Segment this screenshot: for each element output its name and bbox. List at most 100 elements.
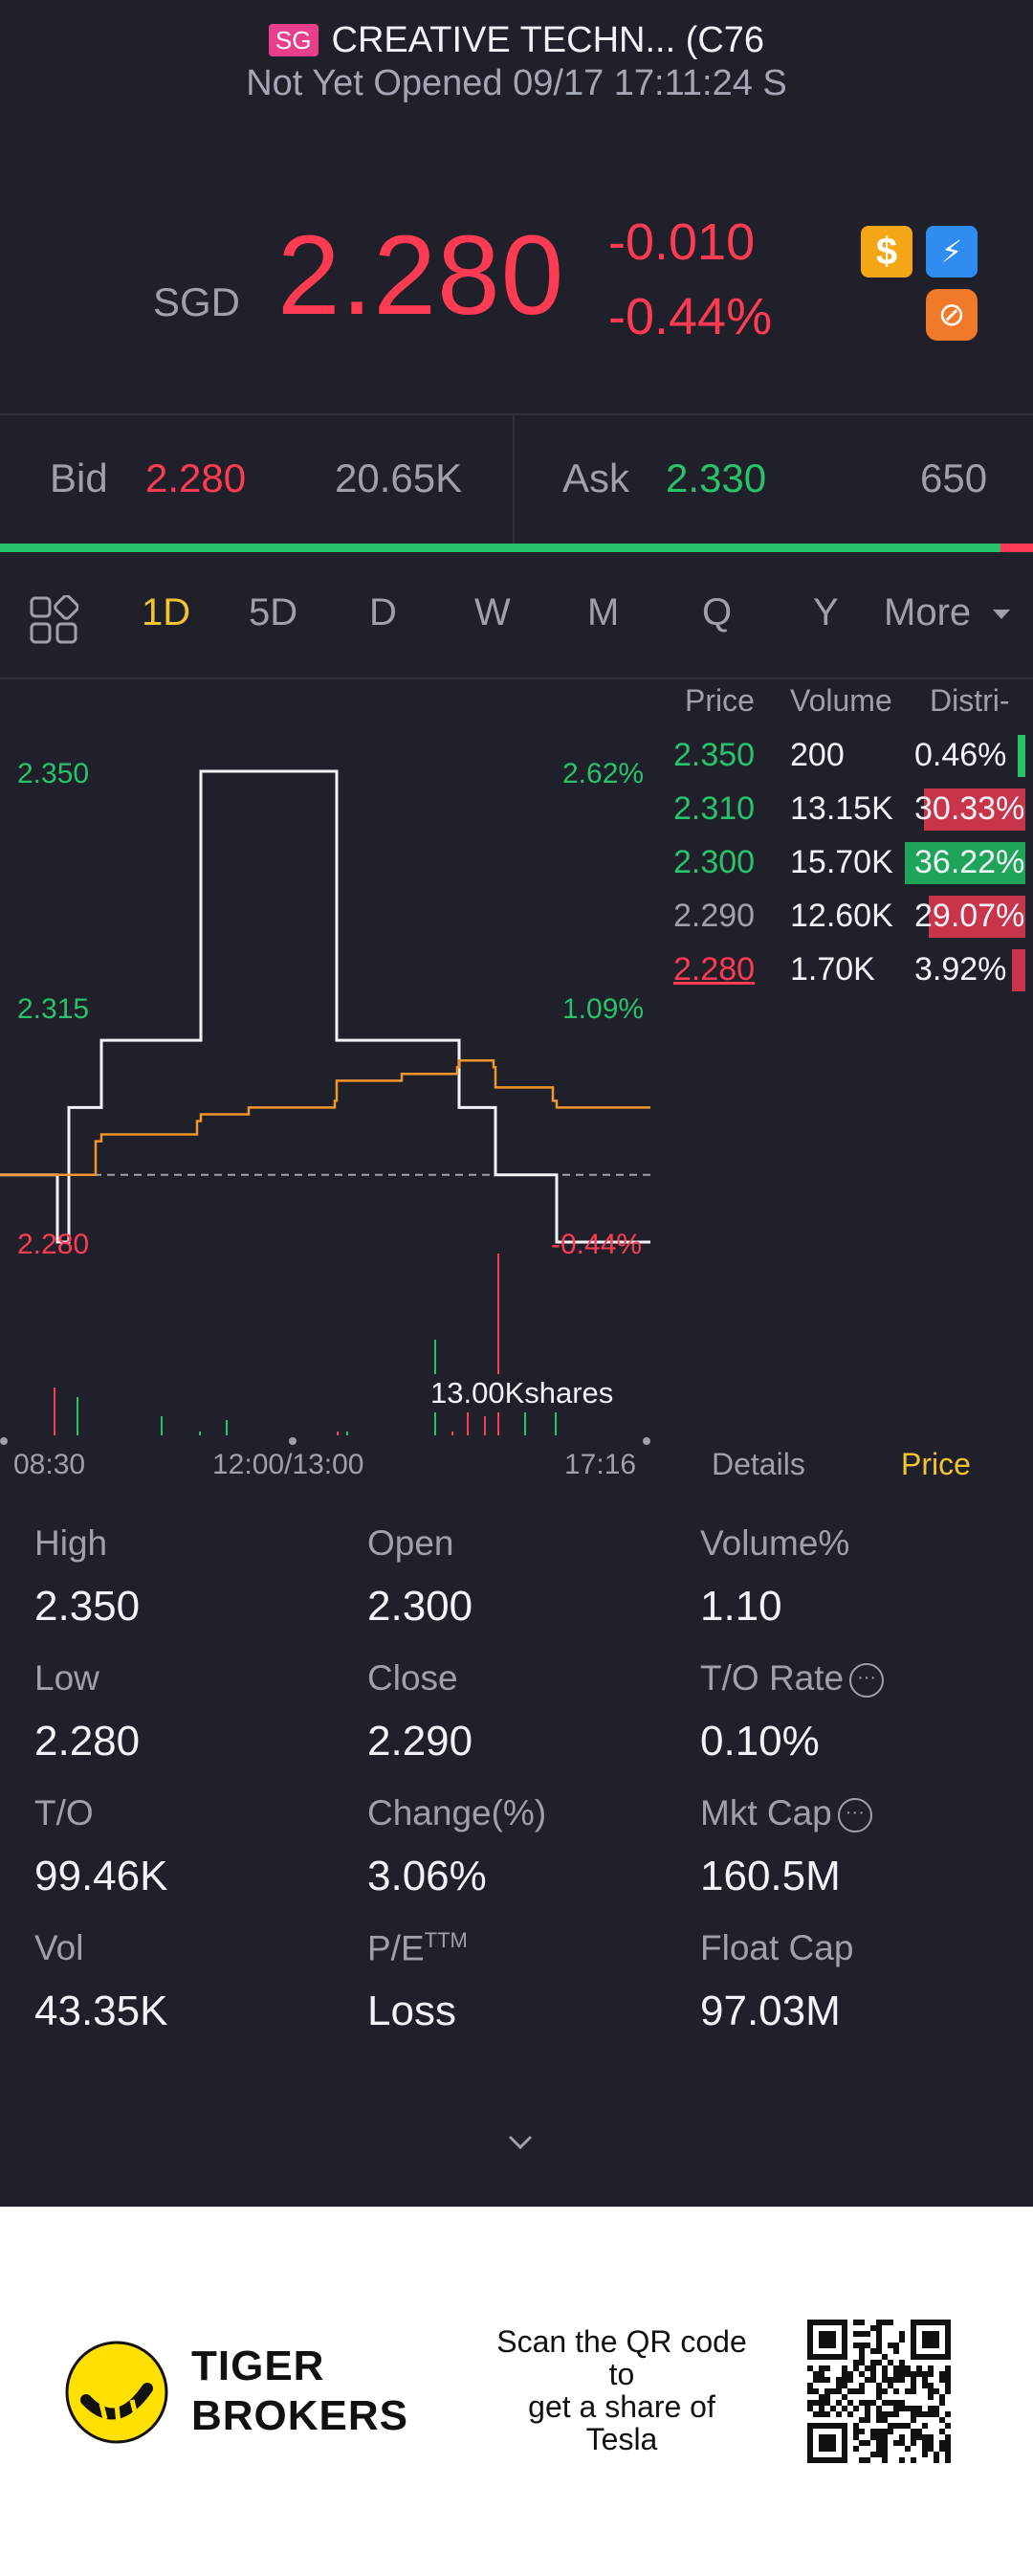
qr-module [870, 2377, 876, 2383]
qr-module [882, 2440, 888, 2446]
qr-module [899, 2337, 905, 2343]
qr-module [807, 2365, 813, 2371]
qr-module [945, 2377, 951, 2383]
qr-module [882, 2429, 888, 2434]
qr-module [865, 2417, 870, 2423]
qr-module [876, 2406, 882, 2411]
stat-value: 2.300 [367, 1583, 473, 1630]
stat-label: Volume% [700, 1523, 849, 1564]
tiger-brokers-logo [65, 2341, 168, 2444]
dist-bar [929, 896, 1025, 938]
stat-label: Change(%) [367, 1793, 546, 1833]
qr-module [899, 2434, 905, 2440]
flash-badge-icon[interactable]: ⚡ [926, 226, 978, 278]
dollar-badge-icon[interactable]: $ [861, 226, 912, 278]
stat-value: 2.350 [34, 1583, 141, 1630]
qr-module [859, 2383, 865, 2388]
stat-label-text: Change(%) [367, 1793, 547, 1832]
qr-module [876, 2434, 882, 2440]
qr-module [893, 2388, 899, 2394]
qr-module [824, 2377, 830, 2383]
volume-bar [77, 1397, 78, 1435]
stock-title[interactable]: CREATIVE TECHN... (C76 [331, 19, 765, 60]
volume-bar [497, 1254, 499, 1435]
qr-caption-line: Tesla [585, 2422, 658, 2456]
price-line [0, 769, 650, 1244]
qr-module [830, 2406, 836, 2411]
qr-module [911, 2411, 916, 2417]
tab-5d[interactable]: 5D [249, 591, 298, 633]
dist-bar [905, 842, 1025, 884]
qr-module [819, 2365, 824, 2371]
qr-module [899, 2457, 905, 2463]
more-info-icon[interactable]: ··· [849, 1663, 885, 1699]
qr-module [945, 2423, 951, 2429]
price-change-percent: -0.44% [608, 288, 773, 345]
dist-percent: 30.33% [914, 790, 1025, 827]
qr-module [836, 2388, 842, 2394]
dist-percent: 36.22% [914, 844, 1025, 880]
qr-module [865, 2406, 870, 2411]
tab-m[interactable]: M [587, 591, 620, 633]
qr-module [813, 2371, 819, 2377]
qr-module [836, 2377, 842, 2383]
time-axis-dot [643, 1437, 650, 1445]
qr-module [870, 2452, 876, 2457]
tab-price[interactable]: Price [901, 1447, 971, 1481]
tab-details[interactable]: Details [712, 1447, 805, 1481]
dist-volume: 12.60K [790, 898, 893, 934]
qr-module [888, 2343, 893, 2348]
qr-module [945, 2411, 951, 2417]
qr-module [870, 2348, 876, 2354]
tab-y[interactable]: Y [813, 591, 839, 633]
qr-module [888, 2377, 893, 2383]
qr-module [836, 2383, 842, 2388]
stat-label-text: Low [34, 1658, 99, 1698]
dist-row: 2.310 13.15K 30.33% [670, 783, 1033, 836]
tab-q[interactable]: Q [702, 591, 733, 633]
time-axis-dot [289, 1437, 297, 1445]
qr-module [882, 2457, 888, 2463]
tab-w[interactable]: W [474, 591, 511, 633]
stat-label-text: Volume% [700, 1523, 850, 1563]
qr-module [899, 2331, 905, 2337]
currency-label: SGD [153, 279, 241, 324]
qr-module [922, 2371, 928, 2377]
qr-module [859, 2343, 865, 2348]
qr-module [928, 2434, 934, 2440]
qr-code[interactable] [807, 2320, 951, 2463]
grid-icon[interactable] [29, 595, 78, 645]
chevron-down-icon[interactable] [507, 2128, 534, 2155]
volume-readout: 13.00Kshares [421, 1374, 624, 1412]
qr-module [882, 2411, 888, 2417]
dist-percent: 0.46% [914, 737, 1007, 773]
intraday-chart[interactable] [0, 689, 660, 1445]
stat-label[interactable]: Mkt Cap ··· [700, 1793, 872, 1833]
qr-module [807, 2383, 813, 2388]
dist-row: 2.350 200 0.46% [670, 729, 1033, 783]
stat-value: 3.06% [367, 1853, 487, 1899]
dist-row: 2.290 12.60K 29.07% [670, 890, 1033, 944]
qr-module [882, 2446, 888, 2452]
dist-header-price: Price [685, 683, 755, 718]
volume-bar [484, 1416, 486, 1435]
tab-d[interactable]: D [369, 591, 397, 633]
more-info-icon[interactable]: ··· [837, 1798, 872, 1833]
volume-bar [555, 1407, 557, 1435]
stat-label[interactable]: T/O Rate ··· [700, 1658, 885, 1699]
qr-module [945, 2365, 951, 2371]
dist-volume: 1.70K [790, 951, 875, 988]
stat-label: Low [34, 1658, 99, 1699]
qr-module [876, 2360, 882, 2365]
tab-1d[interactable]: 1D [142, 591, 191, 633]
qr-module [853, 2343, 859, 2348]
qr-module [945, 2434, 951, 2440]
qr-module [876, 2343, 882, 2348]
stat-label: P/ETTM [367, 1928, 468, 1968]
qr-module [842, 2383, 847, 2388]
last-price: 2.280 [277, 212, 565, 339]
qr-module [819, 2411, 824, 2417]
dist-header-distribution: Distri- [930, 683, 1010, 718]
tab-more[interactable]: More [884, 591, 1012, 634]
options-badge-icon[interactable]: ⊘ [926, 289, 978, 341]
